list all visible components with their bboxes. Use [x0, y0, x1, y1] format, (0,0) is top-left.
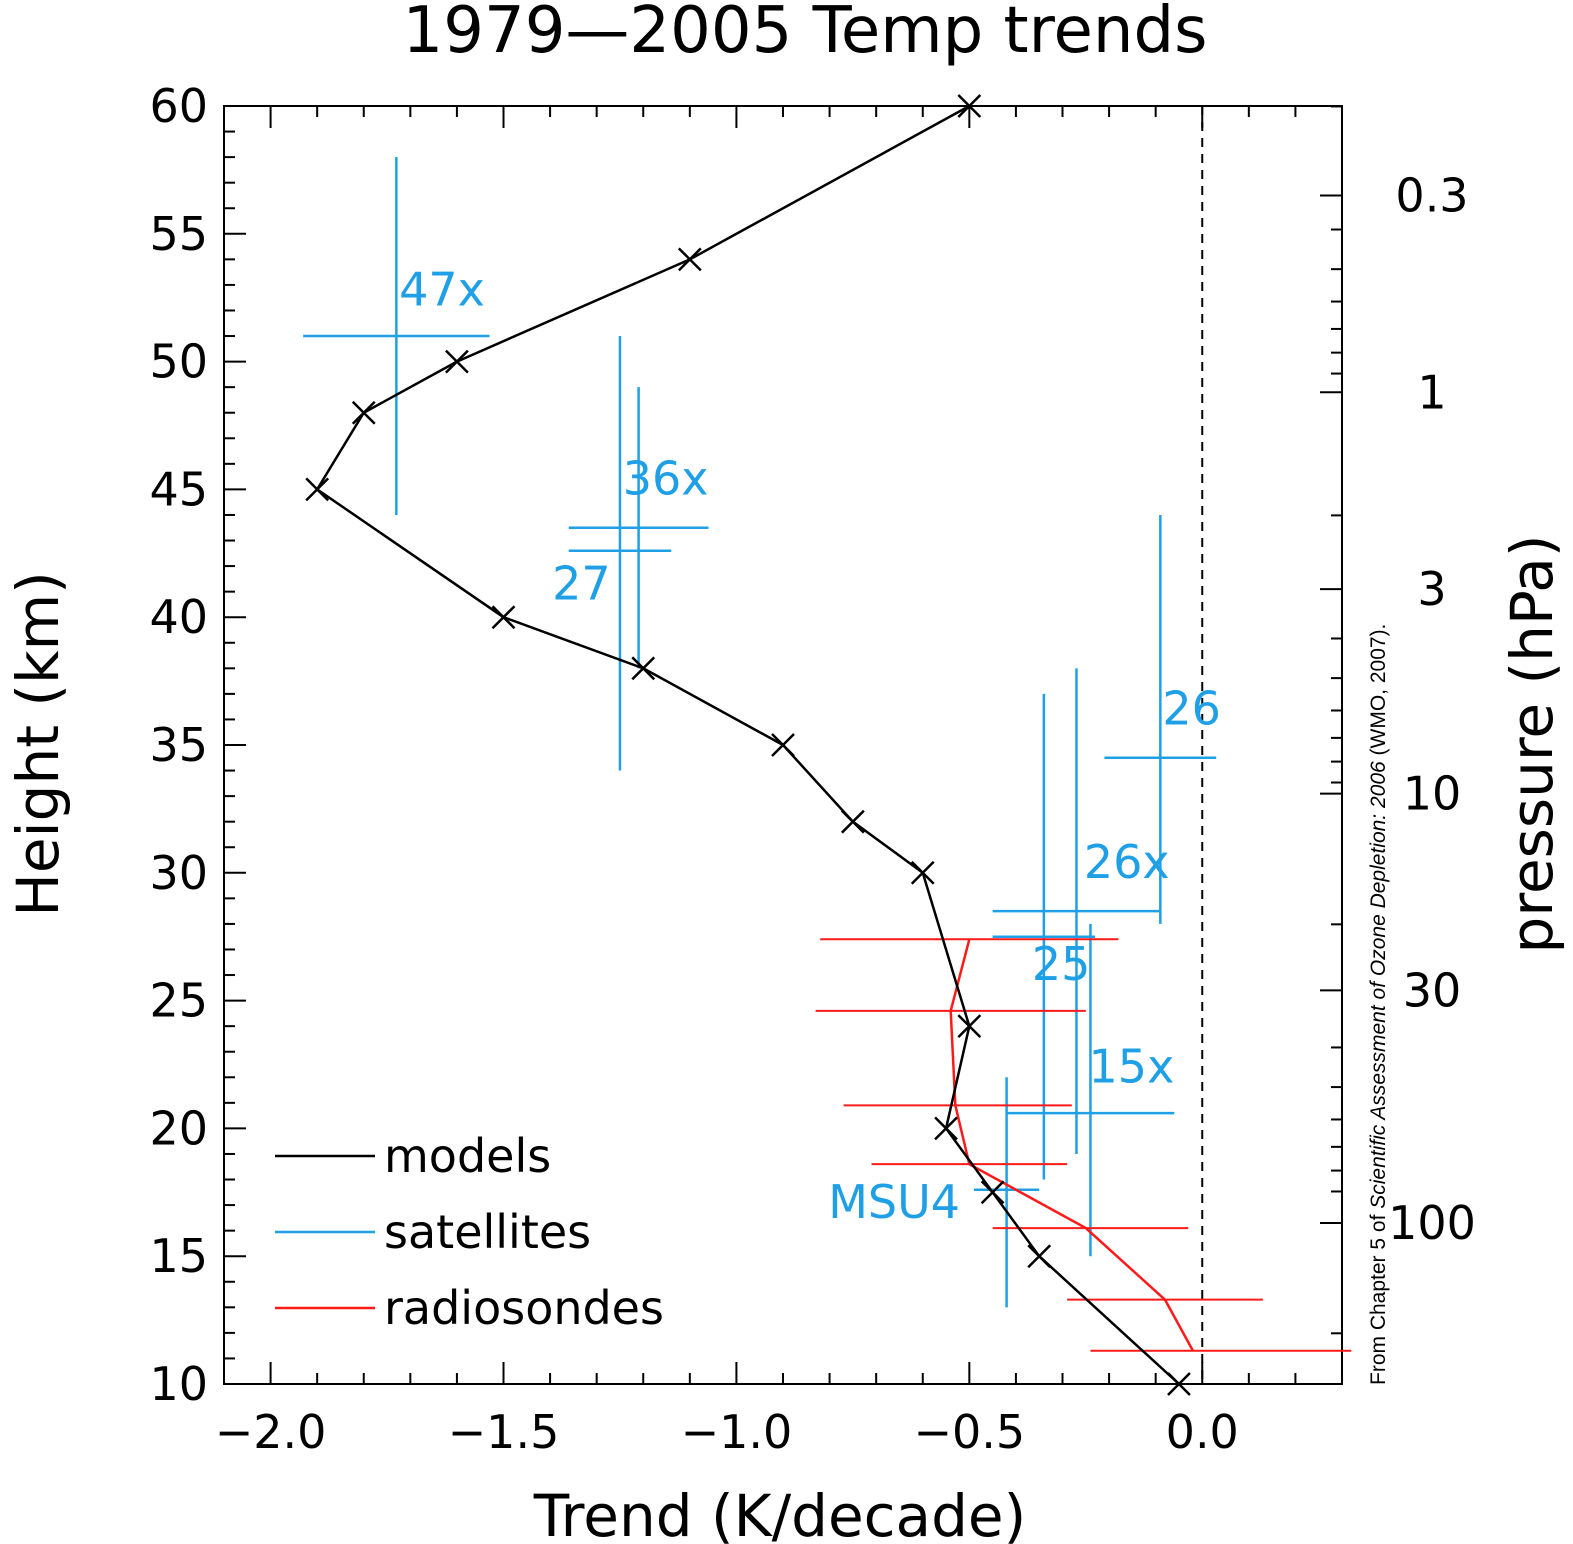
marker-stroke: [771, 733, 795, 757]
pressure-tick-label: 3: [1417, 562, 1446, 616]
marker-stroke: [1167, 1372, 1191, 1396]
models-point-marker: [305, 477, 330, 502]
x-tick-label: −0.5: [913, 1405, 1025, 1459]
marker-stroke: [934, 1116, 958, 1141]
source-note-prefix: From Chapter 5 of: [1367, 1209, 1390, 1385]
models-point-marker: [631, 656, 656, 681]
satellite-label: 25: [1032, 937, 1091, 991]
y-tick-label: 40: [149, 590, 208, 644]
satellite-label: MSU4: [828, 1175, 960, 1229]
x-tick-label: −2.0: [215, 1405, 327, 1459]
chart-title: 1979—2005 Temp trends: [403, 0, 1208, 68]
models-point-marker: [677, 247, 702, 272]
y-tick-label: 35: [149, 718, 208, 772]
pressure-tick-label: 0.3: [1395, 168, 1468, 222]
x-axis-label: Trend (K/decade): [533, 1482, 1026, 1544]
pressure-tick-label: 100: [1388, 1196, 1476, 1250]
legend-models-label: models: [384, 1129, 551, 1183]
marker-stroke: [445, 349, 469, 374]
satellite-label: 26x: [1084, 835, 1170, 889]
models-point-marker: [771, 733, 795, 757]
x-tick-label: 0.0: [1166, 1405, 1239, 1459]
satellite-label: 36x: [623, 452, 709, 506]
marker-stroke: [677, 247, 702, 272]
models-point-marker: [910, 860, 935, 885]
y-tick-label: 45: [149, 462, 208, 516]
models-point-marker: [491, 605, 516, 630]
pressure-tick-label: 1: [1417, 365, 1446, 419]
marker-stroke: [305, 477, 330, 502]
models-point-marker: [957, 1014, 982, 1039]
models-point-marker: [1167, 1372, 1191, 1396]
marker-stroke: [957, 1014, 982, 1039]
tick-layer: −2.0 −1.5 −1.0 −0.5 0.0 10 15 20 25 30 35 40 45 50 55 6…: [149, 79, 1475, 1459]
y-tick-label: 50: [149, 335, 208, 389]
marker-stroke: [980, 1180, 1005, 1205]
radiosondes-line: [949, 938, 1195, 1352]
y2-axis-label: pressure (hPa): [1498, 535, 1566, 954]
models-point-marker: [980, 1180, 1005, 1205]
y-tick-label: 20: [149, 1101, 208, 1155]
legend-satellites-label: satellites: [384, 1205, 591, 1259]
source-note: From Chapter 5 of Scientific Assessment …: [1367, 624, 1390, 1385]
satellite-label: 15x: [1089, 1039, 1175, 1093]
y-tick-label: 60: [149, 79, 208, 133]
models-point-marker: [445, 349, 469, 374]
x-tick-label: −1.5: [448, 1405, 560, 1459]
pressure-tick-label: 10: [1403, 767, 1462, 821]
source-note-title: Scientific Assessment of Ozone Depletion…: [1367, 761, 1390, 1209]
legend-radiosondes-label: radiosondes: [384, 1281, 664, 1335]
satellite-label: 26: [1162, 682, 1221, 736]
y-tick-label: 15: [149, 1229, 208, 1283]
models-point-marker: [934, 1116, 958, 1141]
y-tick-label: 30: [149, 846, 208, 900]
marker-stroke: [631, 656, 656, 681]
marker-stroke: [1027, 1244, 1052, 1269]
marker-stroke: [351, 400, 376, 425]
y-tick-label: 55: [149, 207, 208, 261]
marker-stroke: [840, 809, 865, 834]
models-point-marker: [351, 400, 376, 425]
models-point-marker: [840, 809, 865, 834]
x-tick-label: −1.0: [681, 1405, 793, 1459]
models-point-marker: [1027, 1244, 1052, 1269]
y-axis-label: Height (km): [4, 571, 72, 917]
y-tick-label: 25: [149, 974, 208, 1028]
y-tick-label: 10: [149, 1357, 208, 1411]
legend: models satellites radiosondes: [275, 1129, 664, 1335]
source-note-suffix: (WMO, 2007).: [1367, 624, 1390, 762]
marker-stroke: [491, 605, 516, 630]
satellite-label: 27: [552, 556, 611, 610]
satellite-label: 47x: [399, 262, 485, 316]
marker-stroke: [910, 860, 935, 885]
pressure-tick-label: 30: [1403, 963, 1462, 1017]
